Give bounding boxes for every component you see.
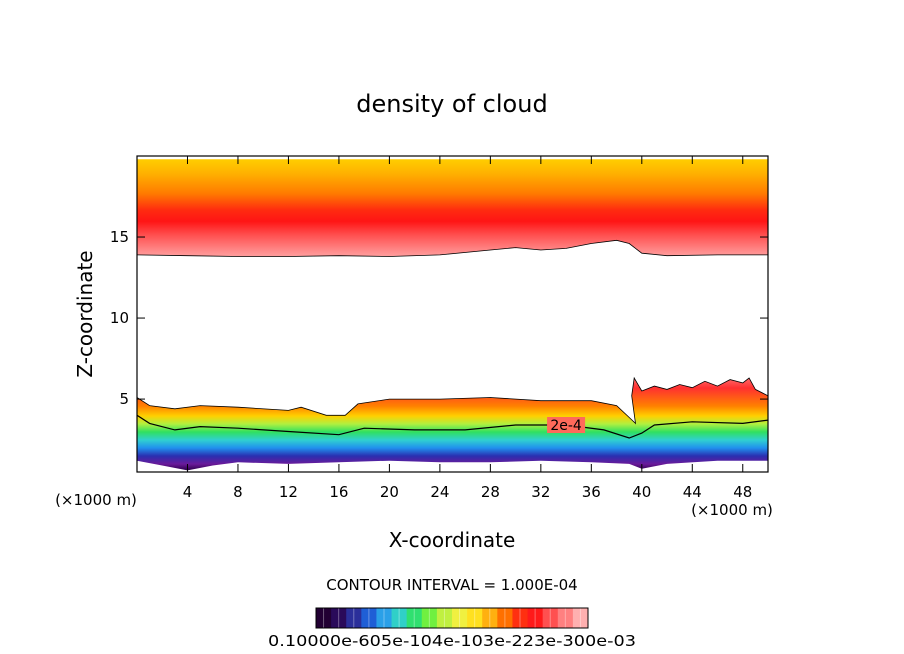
x-axis-ticks: 4 8 12 16 20 24 28 32 36 40 44 48 [183,156,752,501]
y-tick-label: 15 [110,228,129,246]
plot-frame [136,155,769,473]
colorbar-swatch [467,608,483,628]
colorbar-swatch [512,608,529,628]
x-tick-label: 20 [380,483,399,501]
x-axis-label: X-coordinate [389,528,516,552]
colorbar-swatch [557,608,574,628]
colorbar-swatch [527,608,544,628]
x-tick-label: 32 [531,483,550,501]
colorbar-swatch [421,608,438,628]
x-tick-label: 40 [632,483,651,501]
x-tick-label: 28 [481,483,500,501]
colorbar-swatch [361,608,377,628]
colorbar-swatch [572,608,589,628]
colorbar-swatch [376,608,393,628]
upper-layer-base-contour [137,239,768,257]
lower-layer-top-contour [137,376,768,425]
y-axis-ticks: 5 10 15 [110,228,768,408]
colorbar-swatch [391,608,408,628]
colorbar-swatch [482,608,498,628]
colorbar [316,608,589,628]
y-tick-label: 10 [110,309,129,327]
contour-interval-text: CONTOUR INTERVAL = 1.000E-04 [326,576,577,594]
x-tick-label: 48 [733,483,752,501]
x-tick-label: 8 [233,483,243,501]
y-tick-label: 5 [119,390,129,408]
x-tick-label: 24 [430,483,449,501]
x-tick-label: 4 [183,483,193,501]
colorbar-labels: 0.10000e-605e-104e-103e-223e-300e-03 [268,632,636,650]
plot-data-area [137,159,768,471]
colorbar-swatch [452,608,468,628]
upper-cloud-layer [137,159,768,257]
colorbar-swatch [331,608,347,628]
chart-title: density of cloud [356,90,547,118]
x-unit-left: (×1000 m) [55,491,137,509]
contour-2e-4 [137,414,768,439]
colorbar-swatch [436,608,453,628]
colorbar-swatch [346,608,362,628]
x-tick-label: 12 [279,483,298,501]
x-unit-right: (×1000 m) [691,501,773,519]
contour-label: 2e-4 [550,418,582,434]
colorbar-frame [315,607,589,629]
colorbar-swatch [542,608,559,628]
colorbar-swatch [497,608,513,628]
x-tick-label: 16 [329,483,348,501]
x-tick-label: 44 [683,483,702,501]
x-tick-label: 36 [582,483,601,501]
colorbar-swatch [406,608,423,628]
contour-label-background [547,417,586,434]
lower-cloud-layer [137,378,768,471]
y-axis-label: Z-coordinate [73,250,97,377]
colorbar-swatch [316,608,332,628]
